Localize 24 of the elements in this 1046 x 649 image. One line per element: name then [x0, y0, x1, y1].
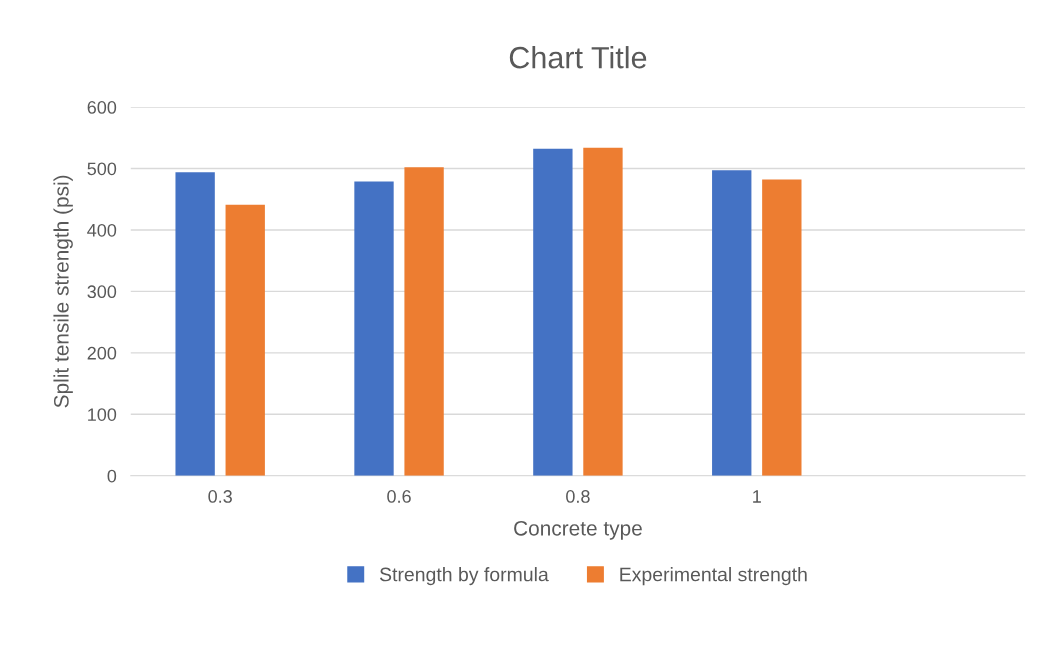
- y-tick-label: 200: [87, 346, 117, 360]
- x-tick-label: 0.8: [566, 490, 590, 503]
- chart-title: Chart Title: [509, 46, 647, 69]
- y-tick-label: 300: [87, 285, 117, 299]
- y-tick-label: 600: [87, 101, 117, 114]
- x-tick-label: 0.3: [208, 490, 232, 503]
- bar: [354, 181, 394, 476]
- y-tick-label: 400: [87, 223, 117, 237]
- legend-label: Strength by formula: [379, 567, 549, 586]
- bar: [225, 204, 265, 476]
- y-axis-title: Split tensile strength (psi): [53, 175, 73, 408]
- y-tick-label: 100: [88, 408, 117, 421]
- legend-label: Experimental strength: [620, 567, 807, 586]
- bar: [175, 172, 215, 476]
- x-axis-title: Concrete type: [514, 520, 642, 540]
- bar: [533, 148, 573, 476]
- x-tick-label: 0.6: [387, 490, 411, 503]
- bar: [762, 179, 802, 476]
- bar: [404, 167, 444, 476]
- y-tick-label: 500: [87, 162, 117, 176]
- bar: [583, 147, 623, 476]
- y-tick-label: 0: [107, 469, 117, 483]
- bar: [712, 170, 752, 476]
- x-tick-label: 1: [753, 490, 761, 503]
